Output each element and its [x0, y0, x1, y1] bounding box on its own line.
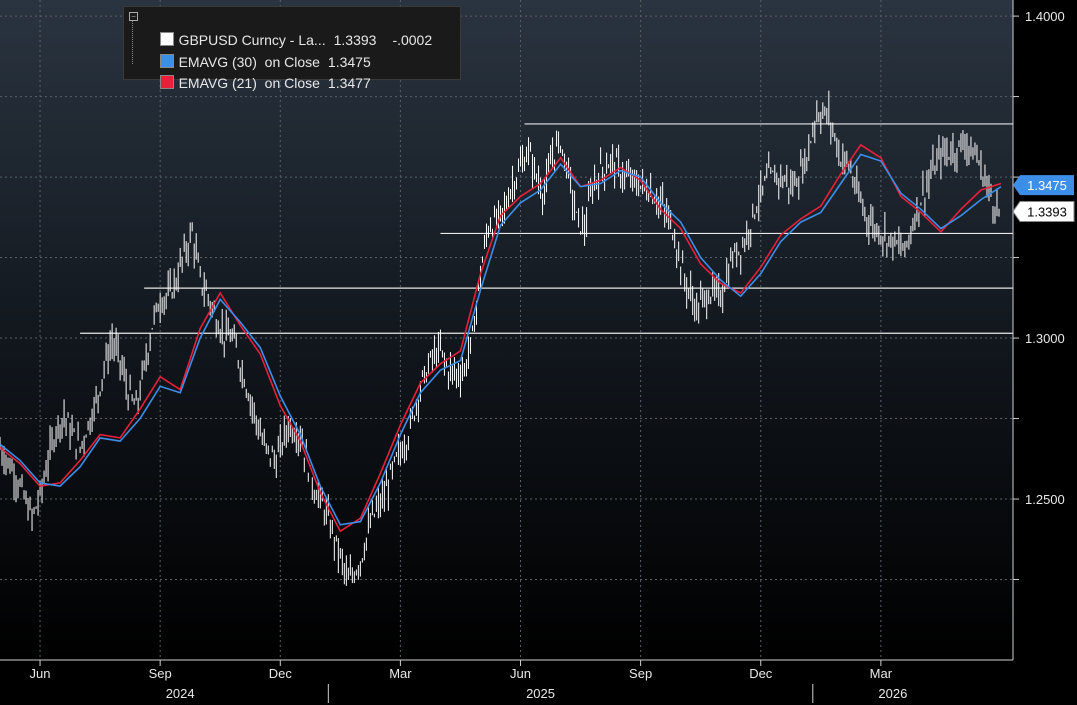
legend-price-name: GBPUSD Curncy - La...: [178, 32, 326, 48]
ema30-line: [0, 153, 1002, 526]
plot-background: [0, 0, 1013, 660]
xtick-label-4: Jun: [510, 666, 531, 681]
price-tag-label-1: 1.3393: [1027, 205, 1067, 220]
ema21-line: [0, 143, 1002, 533]
support-resistance-lines: [80, 123, 1013, 334]
series-layer: [0, 90, 1002, 586]
legend-ema21-name: EMAVG (21) on Close: [178, 75, 320, 91]
legend-panel[interactable]: − GBPUSD Curncy - La... 1.3393 -.0002 EMAV…: [123, 6, 461, 91]
xtick-label-3: Mar: [389, 666, 412, 681]
year-label-0: 2024: [166, 686, 195, 701]
legend-swatch-ema21: [159, 75, 174, 89]
collapse-icon[interactable]: −: [129, 12, 138, 21]
price-tag-bg-0: [1013, 175, 1074, 196]
ytick-label-0: 1.2500: [1025, 492, 1065, 507]
xtick-label-7: Mar: [870, 666, 893, 681]
year-label-1: 2025: [526, 686, 555, 701]
ytick-label-1: 1.3000: [1025, 331, 1065, 346]
xtick-label-0: Jun: [30, 666, 51, 681]
legend-swatch-price: [159, 32, 174, 46]
legend-ema30-value: 1.3475: [327, 54, 371, 70]
legend-tree-line: [132, 16, 139, 64]
price-tag-label-0: 1.3475: [1027, 178, 1067, 193]
legend-row-ema21[interactable]: EMAVG (21) on Close 1.3477: [144, 53, 371, 91]
legend-price-change: -.0002: [392, 32, 433, 48]
grid: [0, 0, 1013, 660]
legend-row-price[interactable]: GBPUSD Curncy - La... 1.3393 -.0002: [144, 10, 432, 48]
legend-swatch-ema30: [159, 54, 174, 68]
legend-row-ema30[interactable]: EMAVG (30) on Close 1.3475: [144, 32, 371, 70]
axis-background: [1013, 0, 1077, 705]
legend-ema21-value: 1.3477: [327, 75, 371, 91]
xtick-label-2: Dec: [269, 666, 293, 681]
xtick-label-6: Dec: [749, 666, 773, 681]
xaxis-background: [0, 660, 1077, 705]
last-price-tags: 1.3475 1.3393: [1012, 175, 1075, 223]
price-tag-bg-1: [1012, 201, 1075, 223]
xtick-label-1: Sep: [149, 666, 172, 681]
legend-price-value: 1.3393: [333, 32, 377, 48]
ytick-label-2: 1.4000: [1025, 9, 1065, 24]
year-label-2: 2026: [878, 686, 907, 701]
xtick-label-5: Sep: [629, 666, 652, 681]
legend-ema30-name: EMAVG (30) on Close: [178, 54, 320, 70]
x-axis: Jun Sep Dec Mar Jun Sep Dec Mar 2024 2025 2026: [30, 660, 907, 703]
y-axis: 1.2500 1.3000 1.4000: [1013, 9, 1065, 581]
